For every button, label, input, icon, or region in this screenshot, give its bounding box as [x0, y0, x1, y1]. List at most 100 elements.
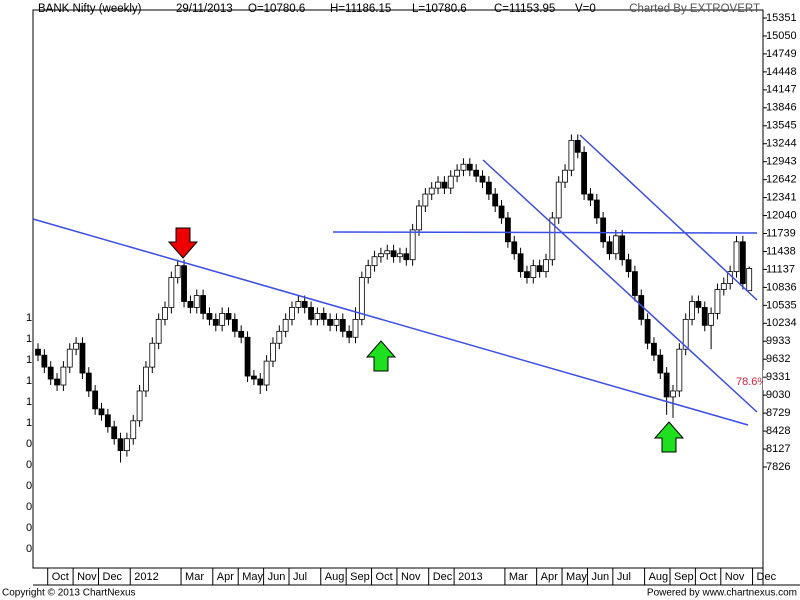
y-tick-label: 13244: [766, 138, 797, 150]
candle-body: [524, 271, 530, 279]
candle-body: [352, 318, 359, 338]
candle-body: [479, 175, 486, 183]
plot-area: [32, 9, 764, 569]
up-arrow: [365, 340, 397, 372]
x-tick-label: 2012: [134, 571, 158, 583]
y-tick-label: 14749: [766, 48, 797, 60]
candle-body: [739, 241, 746, 284]
y-tick-label: 8729: [766, 407, 790, 419]
candle-body: [485, 181, 492, 195]
trendline: [579, 134, 758, 301]
x-tick-label: Oct: [376, 571, 393, 583]
y-tick-label: 13846: [766, 102, 797, 114]
candle-body: [238, 330, 245, 338]
candle-body: [701, 307, 708, 326]
x-tick-label: Aug: [325, 571, 345, 583]
candle-body: [644, 318, 651, 344]
x-tick-label: Oct: [699, 571, 716, 583]
y-tick-label: 10234: [766, 317, 797, 329]
candle-body: [447, 175, 454, 189]
candle-body: [333, 318, 340, 326]
x-tick-label: Mar: [509, 571, 528, 583]
candle-body: [327, 318, 334, 326]
candle-body: [619, 235, 626, 261]
candle-body: [371, 256, 378, 267]
left-axis-label: 1: [26, 375, 32, 387]
candle-body: [574, 139, 581, 153]
candle-body: [676, 348, 683, 392]
candle-body: [301, 301, 308, 308]
left-axis-label: 0: [26, 522, 32, 534]
candle-body: [187, 301, 194, 308]
candle-body: [498, 205, 505, 219]
trendline: [332, 231, 758, 234]
candle-body: [517, 253, 524, 273]
candle-body: [92, 390, 99, 410]
candle-body: [346, 330, 353, 338]
candle-body: [460, 163, 467, 171]
date: 29/11/2013: [176, 3, 233, 15]
candle-body: [536, 265, 543, 273]
candle-body: [689, 301, 695, 320]
candle-body: [422, 193, 429, 207]
candle-body: [454, 169, 461, 177]
open: O=10780.6: [248, 3, 305, 15]
x-tick-label: Sep: [674, 571, 694, 583]
x-tick-label: Aug: [649, 571, 669, 583]
plot: [35, 134, 753, 463]
y-tick-label: 8127: [766, 443, 790, 455]
candle-body: [231, 318, 238, 332]
candle-body: [270, 342, 276, 362]
candle-body: [384, 250, 391, 255]
candle-body: [117, 438, 124, 452]
y-tick-label: 11438: [766, 245, 796, 257]
x-tick-label: Dec: [103, 571, 123, 583]
candle-body: [168, 277, 175, 308]
candle-body: [174, 265, 181, 279]
candle-body: [377, 253, 384, 258]
y-tick-label: 15050: [766, 30, 797, 42]
trendlines: [32, 134, 758, 426]
candle-body: [339, 318, 346, 332]
left-axis-label: 0: [26, 459, 32, 471]
label-mask: [763, 370, 800, 390]
candle-body: [155, 318, 162, 344]
candle-body: [428, 187, 435, 195]
x-tick-label: Jul: [617, 571, 631, 583]
candle-body: [60, 366, 67, 386]
candle-body: [212, 318, 219, 326]
y-tick-label: 14147: [766, 84, 797, 96]
candle-body: [746, 268, 753, 292]
x-tick-label: 2013: [458, 571, 482, 583]
candle-body: [149, 342, 156, 368]
x-tick-label: Sep: [350, 571, 370, 583]
credit: Charted By EXTROVERT: [629, 3, 760, 15]
candle-body: [435, 181, 441, 189]
x-tick-label: May: [566, 571, 587, 583]
candle-body: [47, 366, 54, 380]
candle-body: [708, 313, 714, 326]
candle-body: [66, 348, 73, 368]
candle-body: [657, 354, 664, 374]
candle-body: [670, 390, 676, 398]
candle-body: [308, 307, 314, 320]
y-tick-label: 9030: [766, 389, 790, 401]
candle-body: [124, 438, 130, 452]
x-tick-label: Nov: [401, 571, 421, 583]
candle-body: [104, 414, 111, 428]
y-tick-label: 11739: [766, 227, 796, 239]
candle-body: [600, 217, 607, 243]
candle-body: [295, 301, 302, 308]
x-tick-label: Jun: [268, 571, 286, 583]
candle-body: [466, 163, 473, 171]
candle-body: [695, 301, 702, 308]
down-arrow: [167, 227, 199, 259]
candle-body: [282, 318, 289, 332]
candle-body: [714, 289, 721, 314]
candle-body: [257, 378, 264, 386]
candle-body: [79, 342, 86, 374]
left-axis-label: 1: [26, 312, 32, 324]
candle-body: [403, 253, 410, 261]
candle-body: [130, 420, 137, 440]
candle-body: [365, 265, 372, 279]
